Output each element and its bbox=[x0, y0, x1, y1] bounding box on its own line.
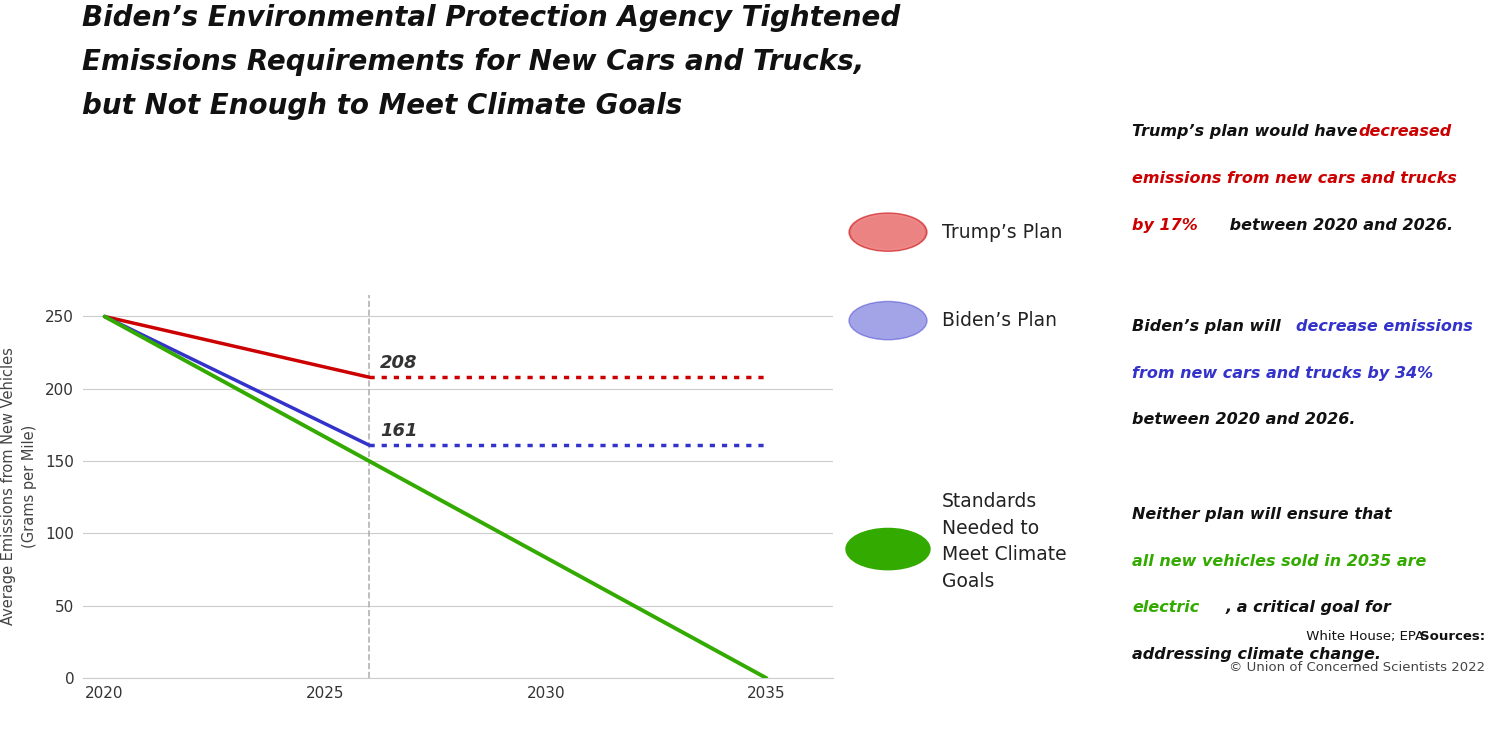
Text: Biden’s Plan: Biden’s Plan bbox=[942, 311, 1058, 330]
Text: , a critical goal for: , a critical goal for bbox=[1226, 601, 1392, 615]
Text: decreased: decreased bbox=[1358, 125, 1452, 139]
Text: Biden’s Environmental Protection Agency Tightened: Biden’s Environmental Protection Agency … bbox=[82, 4, 900, 32]
Text: between 2020 and 2026.: between 2020 and 2026. bbox=[1224, 218, 1454, 233]
Text: Biden’s plan will: Biden’s plan will bbox=[1132, 319, 1287, 334]
Text: from new cars and trucks by 34%: from new cars and trucks by 34% bbox=[1132, 366, 1434, 381]
Text: by 17%: by 17% bbox=[1132, 218, 1198, 233]
Text: Trump’s Plan: Trump’s Plan bbox=[942, 223, 1062, 242]
Text: between 2020 and 2026.: between 2020 and 2026. bbox=[1132, 413, 1356, 427]
Text: © Union of Concerned Scientists 2022: © Union of Concerned Scientists 2022 bbox=[1228, 661, 1485, 674]
Text: Neither plan will ensure that: Neither plan will ensure that bbox=[1132, 507, 1392, 522]
Text: but Not Enough to Meet Climate Goals: but Not Enough to Meet Climate Goals bbox=[82, 92, 682, 120]
Text: Standards
Needed to
Meet Climate
Goals: Standards Needed to Meet Climate Goals bbox=[942, 492, 1066, 591]
Y-axis label: Average Emissions from New Vehicles
(Grams per Mile): Average Emissions from New Vehicles (Gra… bbox=[2, 347, 38, 626]
Text: decrease emissions: decrease emissions bbox=[1296, 319, 1473, 334]
Text: Trump’s plan would have: Trump’s plan would have bbox=[1132, 125, 1364, 139]
Text: Sources:: Sources: bbox=[1420, 630, 1485, 643]
Text: Emissions Requirements for New Cars and Trucks,: Emissions Requirements for New Cars and … bbox=[82, 48, 864, 76]
Text: 208: 208 bbox=[381, 354, 419, 371]
Text: White House; EPA: White House; EPA bbox=[1302, 630, 1424, 643]
Text: emissions from new cars and trucks: emissions from new cars and trucks bbox=[1132, 171, 1456, 186]
Text: electric: electric bbox=[1132, 601, 1200, 615]
Text: addressing climate change.: addressing climate change. bbox=[1132, 647, 1382, 662]
Text: all new vehicles sold in 2035 are: all new vehicles sold in 2035 are bbox=[1132, 553, 1426, 569]
Text: 161: 161 bbox=[381, 422, 419, 440]
